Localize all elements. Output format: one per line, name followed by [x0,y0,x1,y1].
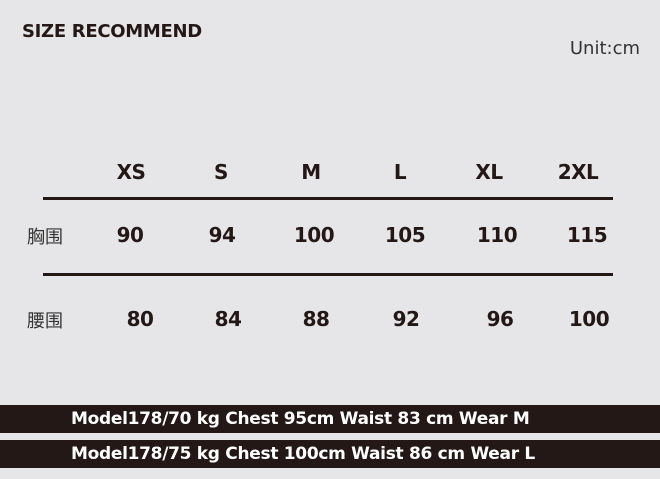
unit-label: Unit:cm [569,38,640,59]
waist-label: 腰围 [27,311,63,332]
size-2xl: 2XL [557,160,599,184]
chest-value: 110 [476,223,518,247]
waist-value: 84 [214,307,242,331]
model-info-bar: Model178/75 kg Chest 100cm Waist 86 cm W… [0,440,660,468]
chest-label: 胸围 [27,227,63,248]
chest-value: 90 [116,223,144,247]
waist-value: 100 [568,307,610,331]
chest-value: 100 [293,223,335,247]
size-m: M [301,160,321,184]
waist-value: 96 [486,307,514,331]
waist-value: 92 [392,307,420,331]
divider [43,273,613,276]
model-info-text: Model178/70 kg Chest 95cm Waist 83 cm We… [71,409,530,429]
page-title: SIZE RECOMMEND [22,21,202,42]
size-l: L [393,160,407,184]
model-info-bar: Model178/70 kg Chest 95cm Waist 83 cm We… [0,405,660,433]
chest-value: 105 [384,223,426,247]
size-s: S [214,160,228,184]
waist-value: 88 [302,307,330,331]
size-xl: XL [475,160,503,184]
size-xs: XS [116,160,146,184]
waist-value: 80 [126,307,154,331]
chest-value: 115 [566,223,608,247]
model-info-text: Model178/75 kg Chest 100cm Waist 86 cm W… [71,444,535,464]
divider [43,197,613,200]
chest-value: 94 [208,223,236,247]
